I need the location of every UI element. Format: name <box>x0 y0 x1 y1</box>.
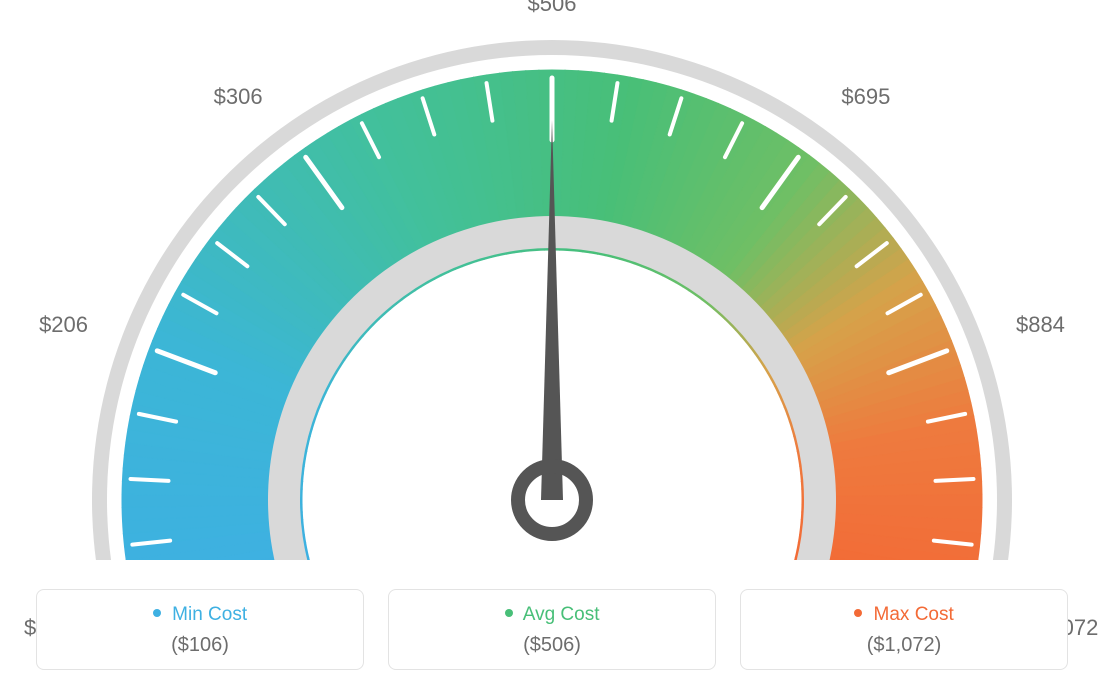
legend-title-text: Avg Cost <box>523 604 600 625</box>
gauge-tick-label: $206 <box>39 312 88 338</box>
legend-row: Min Cost ($106) Avg Cost ($506) Max Cost… <box>0 589 1104 670</box>
legend-card-min: Min Cost ($106) <box>36 589 364 670</box>
legend-card-avg: Avg Cost ($506) <box>388 589 716 670</box>
legend-value-min: ($106) <box>47 634 353 657</box>
dot-icon <box>153 609 161 617</box>
legend-title-avg: Avg Cost <box>399 604 705 626</box>
gauge-svg <box>0 0 1104 560</box>
legend-value-avg: ($506) <box>399 634 705 657</box>
gauge-tick-label: $695 <box>841 84 890 110</box>
legend-card-max: Max Cost ($1,072) <box>740 589 1068 670</box>
cost-gauge-chart: $106$206$306$506$695$884$1,072 Min Cost … <box>0 0 1104 690</box>
dot-icon <box>505 609 513 617</box>
gauge-tick-label: $884 <box>1016 312 1065 338</box>
legend-title-text: Min Cost <box>172 604 247 625</box>
legend-title-text: Max Cost <box>874 604 954 625</box>
legend-value-max: ($1,072) <box>751 634 1057 657</box>
gauge-tick-label: $306 <box>214 84 263 110</box>
legend-title-min: Min Cost <box>47 604 353 626</box>
gauge-tick-label: $506 <box>528 0 577 17</box>
legend-title-max: Max Cost <box>751 604 1057 626</box>
dot-icon <box>854 609 862 617</box>
gauge-area <box>0 0 1104 560</box>
